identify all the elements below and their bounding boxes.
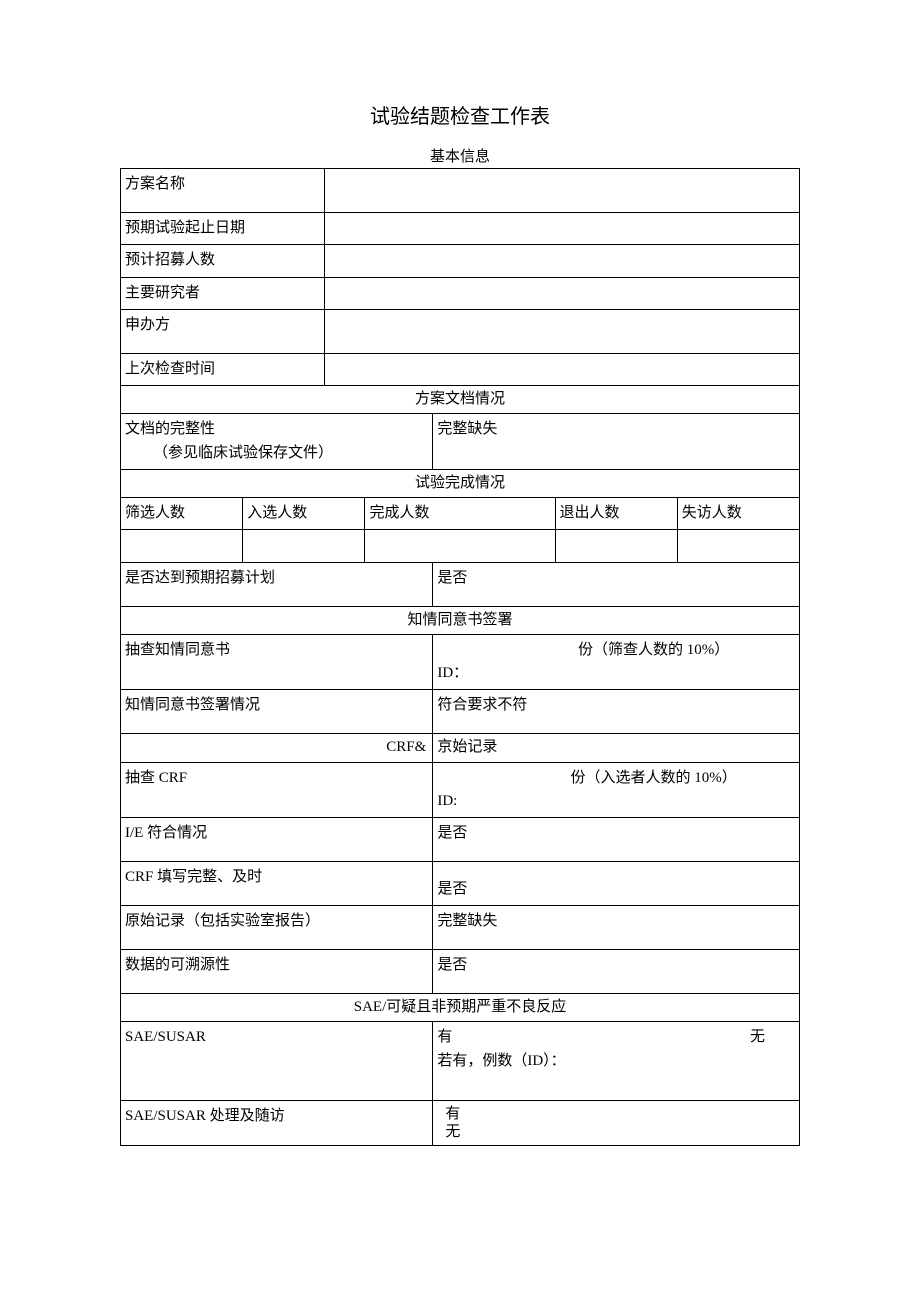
value-expected-dates[interactable]: [324, 213, 799, 245]
value-completed[interactable]: [365, 530, 555, 562]
value-consent-sample[interactable]: 份（筛查人数的 10%） ID：: [433, 634, 800, 690]
value-sae-followup[interactable]: 有 无: [433, 1101, 800, 1146]
docs-table: 文档的完整性 （参见临床试验保存文件） 完整缺失 试验完成情况: [120, 413, 800, 497]
value-sae[interactable]: 有 无 若有，例数（ID）：: [433, 1022, 800, 1101]
col-withdrawn: 退出人数: [555, 498, 677, 530]
value-reach-plan[interactable]: 是否: [433, 562, 800, 606]
value-consent-signing[interactable]: 符合要求不符: [433, 690, 800, 734]
section-header-crf-right: 京始记录: [433, 734, 800, 762]
label-expected-recruit: 预计招募人数: [121, 245, 325, 277]
value-withdrawn[interactable]: [555, 530, 677, 562]
value-plan-name[interactable]: [324, 169, 799, 213]
value-ie[interactable]: 是否: [433, 818, 800, 862]
value-raw-records[interactable]: 完整缺失: [433, 906, 800, 950]
basic-info-table: 方案名称 预期试验起止日期 预计招募人数 主要研究者 申办方 上次检查时间 方案…: [120, 168, 800, 413]
section-header-docs: 方案文档情况: [121, 386, 800, 414]
label-plan-name: 方案名称: [121, 169, 325, 213]
label-sae: SAE/SUSAR: [121, 1022, 433, 1101]
label-doc-integrity: 文档的完整性 （参见临床试验保存文件）: [121, 414, 433, 470]
section-header-basic: 基本信息: [120, 145, 800, 166]
value-last-check[interactable]: [324, 353, 799, 385]
progress-table: 筛选人数 入选人数 完成人数 退出人数 失访人数 是否达到预期招募计划 是否 知…: [120, 497, 800, 634]
value-crf-sample[interactable]: 份（入选者人数的 10%） ID:: [433, 762, 800, 818]
value-enrolled[interactable]: [243, 530, 365, 562]
col-completed: 完成人数: [365, 498, 555, 530]
section-header-sae: SAE/可疑且非预期严重不良反应: [121, 994, 800, 1022]
section-header-progress: 试验完成情况: [121, 469, 800, 497]
col-screened: 筛选人数: [121, 498, 243, 530]
col-enrolled: 入选人数: [243, 498, 365, 530]
label-crf-fill: CRF 填写完整、及时: [121, 862, 433, 906]
section-header-crf-left: CRF&: [121, 734, 433, 762]
label-investigator: 主要研究者: [121, 277, 325, 309]
consent-table: 抽查知情同意书 份（筛查人数的 10%） ID： 知情同意书签署情况 符合要求不…: [120, 634, 800, 1146]
value-expected-recruit[interactable]: [324, 245, 799, 277]
label-last-check: 上次检查时间: [121, 353, 325, 385]
page-title: 试验结题检查工作表: [120, 100, 800, 129]
value-traceability[interactable]: 是否: [433, 950, 800, 994]
label-sae-followup: SAE/SUSAR 处理及随访: [121, 1101, 433, 1146]
section-header-consent: 知情同意书签署: [121, 606, 800, 634]
label-sponsor: 申办方: [121, 309, 325, 353]
label-consent-signing: 知情同意书签署情况: [121, 690, 433, 734]
label-reach-plan: 是否达到预期招募计划: [121, 562, 433, 606]
value-sponsor[interactable]: [324, 309, 799, 353]
label-crf-sample: 抽查 CRF: [121, 762, 433, 818]
label-consent-sample: 抽查知情同意书: [121, 634, 433, 690]
label-traceability: 数据的可溯源性: [121, 950, 433, 994]
label-expected-dates: 预期试验起止日期: [121, 213, 325, 245]
value-lost[interactable]: [677, 530, 799, 562]
col-lost: 失访人数: [677, 498, 799, 530]
value-crf-fill[interactable]: 是否: [433, 862, 800, 906]
label-raw-records: 原始记录（包括实验室报告）: [121, 906, 433, 950]
value-doc-integrity[interactable]: 完整缺失: [433, 414, 800, 470]
value-screened[interactable]: [121, 530, 243, 562]
value-investigator[interactable]: [324, 277, 799, 309]
label-ie: I/E 符合情况: [121, 818, 433, 862]
